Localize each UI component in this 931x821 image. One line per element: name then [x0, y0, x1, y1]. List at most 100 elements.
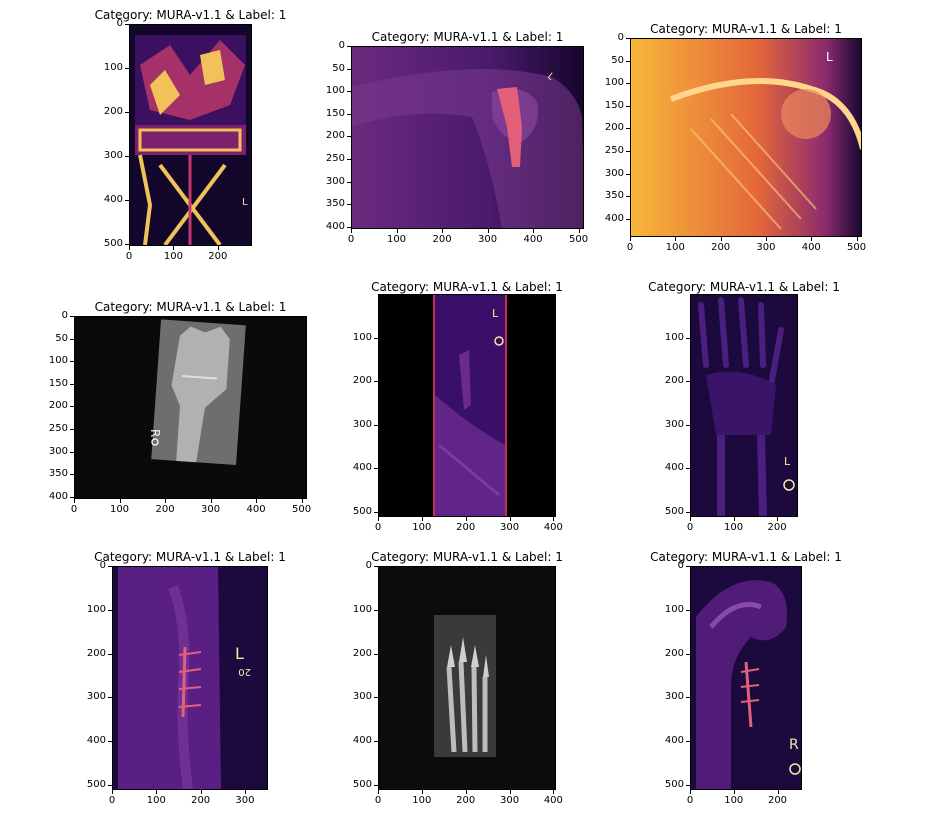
- y-tick-label: 400: [103, 193, 123, 205]
- y-tick-label: 200: [325, 130, 345, 142]
- svg-text:R: R: [789, 737, 799, 753]
- y-tick-mark: [108, 566, 112, 567]
- y-tick-label: 200: [664, 647, 684, 659]
- x-tick-mark: [112, 790, 113, 794]
- y-tick-mark: [686, 566, 690, 567]
- x-tick-mark: [630, 237, 631, 241]
- y-tick-label: 200: [103, 105, 123, 117]
- x-tick-mark: [129, 246, 130, 250]
- x-tick-mark: [509, 517, 511, 521]
- y-tick-label: 200: [664, 375, 684, 387]
- y-tick-mark: [626, 105, 630, 107]
- y-tick-mark: [108, 697, 112, 699]
- y-tick-mark: [686, 424, 690, 426]
- y-tick-label: 150: [325, 107, 345, 119]
- y-tick-label: 200: [48, 400, 68, 412]
- y-tick-mark: [125, 155, 129, 157]
- x-tick-label: 200: [767, 522, 787, 533]
- x-tick-label: 200: [191, 795, 211, 806]
- y-tick-label: 300: [103, 149, 123, 161]
- y-tick-mark: [347, 158, 351, 160]
- y-tick-mark: [374, 697, 378, 699]
- y-tick-mark: [347, 204, 351, 206]
- x-tick-label: 100: [163, 251, 183, 262]
- y-tick-mark: [626, 196, 630, 198]
- y-tick-mark: [686, 468, 690, 470]
- y-tick-label: 50: [611, 54, 624, 66]
- y-tick-mark: [686, 381, 690, 383]
- y-tick-mark: [626, 151, 630, 153]
- subplot-title: Category: MURA-v1.1 & Label: 1: [94, 300, 287, 314]
- x-tick-label: 100: [412, 522, 432, 533]
- y-tick-mark: [374, 566, 378, 567]
- y-tick-mark: [626, 218, 630, 220]
- svg-text:L: L: [545, 72, 555, 83]
- y-tick-mark: [374, 653, 378, 655]
- x-tick-label: 200: [767, 795, 788, 806]
- y-tick-mark: [347, 136, 351, 138]
- x-tick-label: 0: [686, 795, 694, 806]
- y-tick-label: 300: [48, 445, 68, 457]
- x-tick-mark: [351, 229, 352, 233]
- x-tick-label: 500: [291, 504, 312, 515]
- x-tick-label: 0: [70, 504, 78, 515]
- x-tick-label: 100: [386, 234, 407, 245]
- xray-image: R: [74, 316, 307, 499]
- subplot-title: Category: MURA-v1.1 & Label: 1: [94, 8, 287, 22]
- svg-text:L: L: [492, 307, 499, 320]
- x-tick-mark: [553, 790, 555, 794]
- x-tick-mark: [74, 499, 75, 503]
- y-tick-label: 0: [365, 560, 372, 571]
- x-tick-mark: [256, 499, 258, 503]
- y-tick-mark: [686, 337, 690, 339]
- y-tick-mark: [374, 609, 378, 611]
- y-tick-label: 100: [325, 85, 345, 97]
- xray-image: [378, 566, 556, 790]
- x-tick-label: 0: [374, 522, 382, 533]
- svg-text:L: L: [826, 50, 833, 64]
- y-tick-mark: [108, 741, 112, 742]
- y-tick-mark: [70, 428, 74, 430]
- y-tick-label: 200: [86, 647, 106, 659]
- subplot-title: Category: MURA-v1.1 & Label: 1: [371, 550, 563, 564]
- x-tick-label: 0: [347, 234, 355, 245]
- x-tick-mark: [378, 790, 379, 794]
- y-tick-label: 200: [352, 375, 372, 387]
- x-tick-mark: [442, 229, 444, 233]
- y-tick-mark: [347, 181, 351, 183]
- subplot-title: Category: MURA-v1.1 & Label: 1: [371, 30, 564, 44]
- y-tick-mark: [374, 468, 378, 470]
- subplot-title: Category: MURA-v1.1 & Label: 1: [648, 280, 840, 294]
- x-tick-mark: [156, 790, 158, 794]
- y-tick-label: 300: [352, 418, 372, 430]
- y-tick-mark: [374, 511, 378, 513]
- x-tick-mark: [165, 499, 167, 503]
- y-tick-label: 350: [48, 468, 68, 480]
- y-tick-label: 100: [86, 603, 106, 615]
- y-tick-mark: [686, 741, 690, 742]
- y-tick-label: 400: [86, 735, 106, 746]
- x-tick-label: 0: [108, 795, 116, 806]
- y-tick-label: 200: [604, 122, 624, 134]
- y-tick-mark: [347, 91, 351, 93]
- x-tick-label: 300: [200, 504, 221, 515]
- x-tick-label: 300: [477, 234, 498, 245]
- svg-text:20: 20: [238, 666, 251, 677]
- x-tick-label: 0: [125, 251, 133, 262]
- x-tick-label: 400: [801, 242, 821, 253]
- y-tick-label: 400: [325, 220, 345, 232]
- x-tick-label: 300: [499, 522, 520, 533]
- y-tick-label: 250: [325, 152, 345, 164]
- svg-text:L: L: [784, 455, 791, 468]
- xray-image: L: [630, 38, 862, 237]
- y-tick-label: 100: [352, 331, 372, 343]
- y-tick-mark: [626, 83, 630, 85]
- y-tick-label: 100: [604, 77, 624, 89]
- y-tick-mark: [347, 46, 351, 47]
- x-tick-mark: [675, 237, 677, 241]
- y-tick-label: 350: [325, 198, 345, 210]
- y-tick-label: 150: [604, 99, 624, 111]
- subplot-title: Category: MURA-v1.1 & Label: 1: [650, 22, 842, 36]
- x-tick-label: 200: [155, 504, 175, 515]
- y-tick-mark: [686, 784, 690, 786]
